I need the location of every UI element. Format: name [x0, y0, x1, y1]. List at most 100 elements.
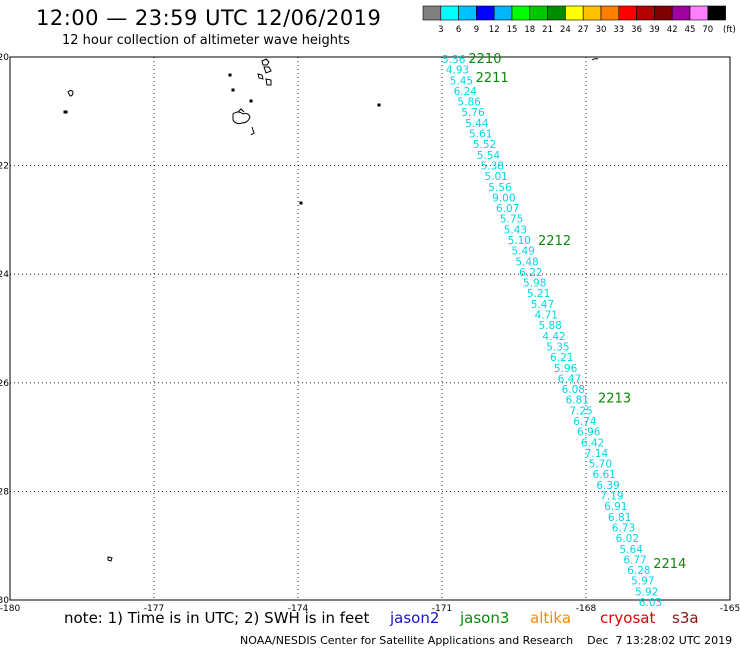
- swh-value: 5.56: [488, 182, 512, 194]
- altimeter-track: 5.364.935.456.245.865.765.445.615.525.54…: [442, 54, 662, 609]
- lon-tick-label: -168: [576, 604, 597, 614]
- satellite-cryosat: cryosat: [600, 609, 656, 627]
- swh-value: 9.00: [492, 192, 515, 204]
- swh-value: 5.38: [481, 160, 504, 172]
- lon-tick-label: -177: [144, 604, 164, 614]
- axis-tick-labels: -180 -177 -174 -171 -168 -165 -20 -22 -24 -26 -28 -…: [0, 53, 740, 614]
- island: [257, 73, 264, 80]
- swh-value: 6.61: [592, 469, 615, 481]
- island: [377, 103, 381, 107]
- island: [250, 126, 255, 136]
- swh-value: 5.43: [504, 224, 527, 236]
- swh-value: 6.81: [608, 512, 631, 524]
- swh-value: 6.96: [577, 427, 601, 439]
- island: [261, 58, 270, 66]
- swh-value: 6.81: [565, 395, 588, 407]
- swh-value: 5.10: [508, 235, 531, 247]
- island: [107, 556, 113, 562]
- island: [591, 58, 599, 61]
- swh-value: 7.19: [600, 491, 623, 503]
- swh-value: 6.73: [612, 522, 635, 534]
- scale-tick-label: 27: [578, 25, 589, 35]
- swh-value: 4.93: [446, 65, 469, 77]
- swh-value: 7.14: [585, 448, 609, 460]
- lat-tick-label: -26: [0, 379, 9, 389]
- map-frame: [9, 56, 731, 601]
- scale-tick-label: 6: [456, 25, 461, 35]
- lat-tick-label: -20: [0, 53, 9, 63]
- scale-tick-label: 15: [507, 25, 518, 35]
- swh-value: 5.44: [465, 118, 489, 130]
- island: [237, 108, 245, 113]
- scale-tick-label: 21: [542, 25, 553, 35]
- swh-value: 6.77: [623, 554, 646, 566]
- scale-tick-label: 24: [560, 25, 571, 35]
- island: [232, 111, 251, 125]
- page-subtitle: 12 hour collection of altimeter wave hei…: [62, 33, 350, 48]
- swh-value: 6.02: [616, 533, 639, 545]
- time-label: 2210: [468, 52, 501, 67]
- swh-value: 4.42: [542, 331, 565, 343]
- satellite-jason3: jason3: [460, 609, 510, 627]
- swh-value: 5.75: [500, 214, 523, 226]
- map-grid: [10, 57, 730, 600]
- scale-tick-label: 45: [685, 25, 696, 35]
- lat-tick-label: -24: [0, 270, 9, 280]
- island: [263, 66, 272, 74]
- swh-value: 5.64: [620, 544, 644, 556]
- lat-tick-label: -22: [0, 162, 9, 172]
- scale-tick-label: 33: [613, 25, 624, 35]
- island: [63, 110, 68, 114]
- scale-tick-label: 36: [631, 25, 642, 35]
- swh-value: 5.45: [450, 75, 473, 87]
- scale-tick-label: 42: [667, 25, 678, 35]
- island: [265, 78, 272, 86]
- scale-tick-label: 30: [596, 25, 607, 35]
- lat-tick-label: -30: [0, 596, 9, 606]
- satellite-altika: altika: [530, 609, 572, 627]
- scale-tick-label: 70: [702, 25, 713, 35]
- swh-value: 5.98: [523, 278, 546, 290]
- swh-value: 5.88: [538, 320, 561, 332]
- time-label: 2213: [598, 391, 631, 406]
- swh-value: 5.97: [631, 576, 654, 588]
- scale-tick-label: 12: [489, 25, 500, 35]
- time-label: 2214: [653, 557, 686, 572]
- island: [231, 88, 235, 92]
- swh-value: 6.24: [454, 86, 478, 98]
- swh-value: 4.71: [535, 310, 558, 322]
- island: [228, 73, 232, 77]
- swh-value: 6.74: [573, 416, 597, 428]
- swh-value: 6.21: [550, 352, 573, 364]
- swh-value: 5.86: [457, 97, 481, 109]
- swh-value: 5.76: [461, 107, 485, 119]
- swh-value: 5.52: [473, 139, 496, 151]
- lon-tick-label: -165: [720, 604, 740, 614]
- swh-value: 5.61: [469, 129, 492, 141]
- swh-value: 6.91: [604, 501, 627, 513]
- time-label: 2211: [476, 71, 509, 86]
- scale-tick-label: 18: [524, 25, 535, 35]
- swh-value: 5.54: [477, 150, 501, 162]
- scale-tick-label: 9: [474, 25, 479, 35]
- swh-value: 5.70: [589, 459, 612, 471]
- scale-tick-label: 39: [649, 25, 660, 35]
- swh-value: 6.07: [496, 203, 519, 215]
- scale-unit-label: (ft): [723, 25, 736, 35]
- swh-value: 7.25: [569, 405, 592, 417]
- islands: [63, 58, 599, 562]
- swh-value: 6.42: [581, 437, 604, 449]
- swh-value: 5.01: [484, 171, 507, 183]
- time-label: 2212: [538, 234, 571, 249]
- lon-tick-label: -171: [432, 604, 452, 614]
- page-title: 12:00 — 23:59 UTC 12/06/2019: [36, 6, 382, 30]
- lat-tick-label: -28: [0, 487, 9, 497]
- satellite-jason2: jason2: [390, 609, 440, 627]
- satellite-s3a: s3a: [672, 609, 699, 627]
- swh-value: 5.36: [442, 54, 466, 66]
- time-labels: 2210 2211 2212 2213 2214: [468, 52, 686, 572]
- legend-note: note: 1) Time is in UTC; 2) SWH is in fe…: [64, 609, 370, 627]
- swh-value: 6.08: [562, 384, 585, 396]
- swh-value: 5.47: [531, 299, 554, 311]
